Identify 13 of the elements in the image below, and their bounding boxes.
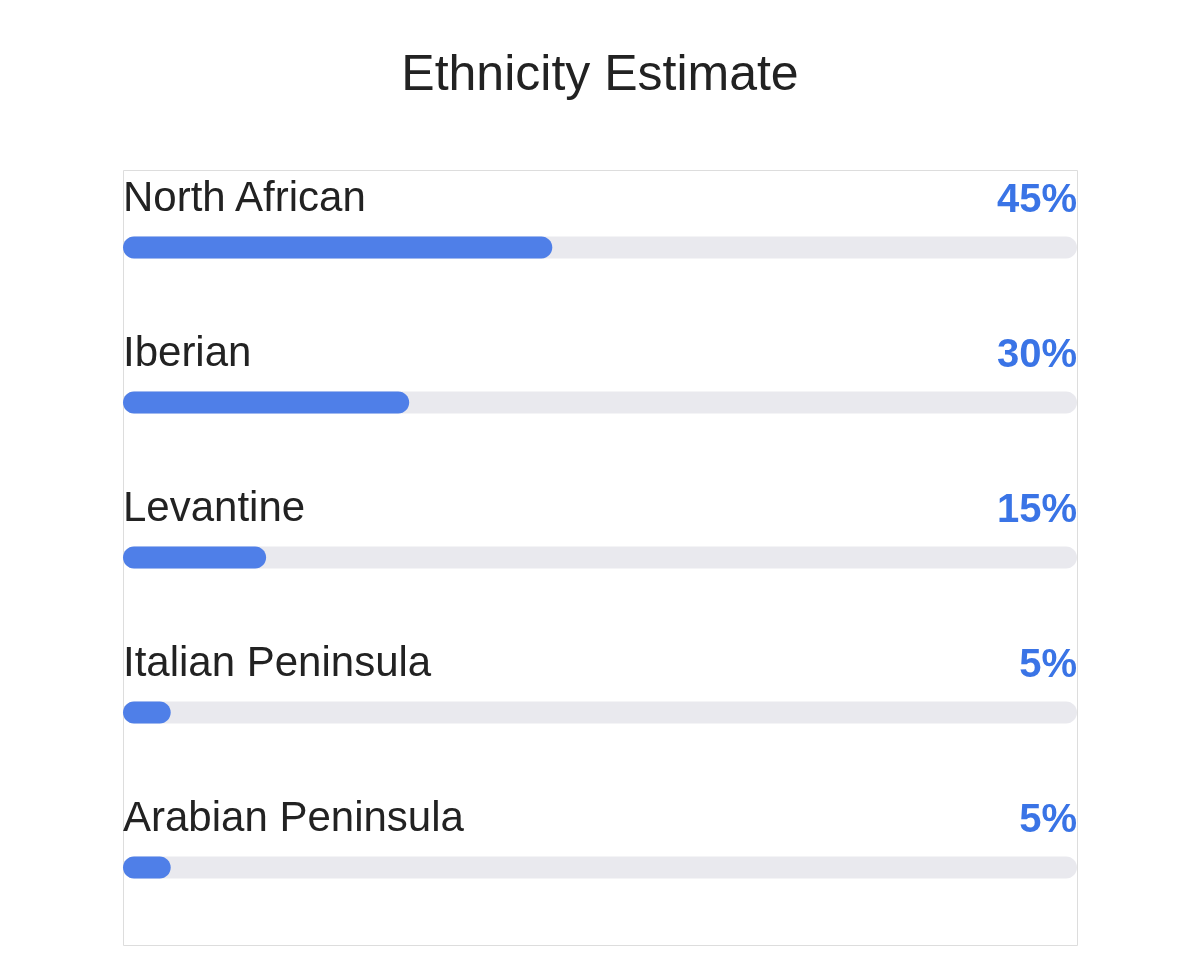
y-tick-label: Arabian Peninsula (123, 792, 465, 840)
data-label: 30% (996, 330, 1077, 375)
bar (123, 391, 410, 414)
data-label: 45% (996, 175, 1077, 220)
data-label: 15% (996, 485, 1077, 530)
y-tick-label: Levantine (123, 482, 306, 530)
y-tick-label: Italian Peninsula (123, 637, 432, 685)
y-tick-label: North African (123, 172, 366, 220)
bar (123, 546, 267, 569)
data-label: 5% (1019, 640, 1077, 685)
data-label: 5% (1019, 795, 1077, 840)
chart-title: Ethnicity Estimate (401, 45, 799, 101)
y-tick-label: Iberian (123, 327, 252, 375)
